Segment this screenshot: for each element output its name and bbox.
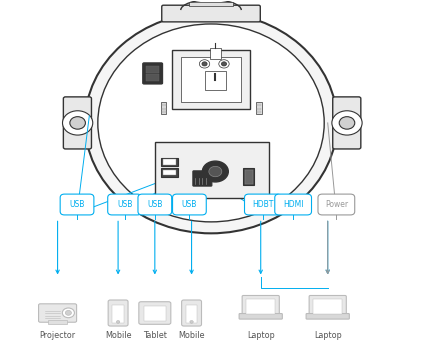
Circle shape [201, 62, 207, 66]
Bar [161, 102, 166, 114]
FancyBboxPatch shape [332, 97, 360, 149]
Circle shape [70, 117, 85, 129]
Text: USB: USB [69, 200, 85, 209]
FancyBboxPatch shape [317, 194, 354, 215]
Text: Projector: Projector [39, 331, 76, 340]
Text: Power: Power [324, 200, 347, 209]
Bar [163, 170, 176, 175]
FancyBboxPatch shape [138, 194, 171, 215]
FancyBboxPatch shape [309, 295, 345, 317]
FancyBboxPatch shape [306, 314, 349, 319]
Bar [256, 108, 260, 110]
FancyBboxPatch shape [108, 300, 128, 326]
Bar [112, 304, 123, 323]
Circle shape [208, 166, 221, 177]
FancyBboxPatch shape [239, 314, 282, 319]
FancyBboxPatch shape [192, 171, 211, 186]
FancyBboxPatch shape [63, 97, 91, 149]
Circle shape [62, 111, 92, 135]
Bar [161, 168, 178, 177]
Bar [146, 74, 159, 81]
FancyBboxPatch shape [161, 5, 260, 22]
Circle shape [199, 60, 209, 68]
Text: USB: USB [147, 200, 162, 209]
Bar [185, 304, 197, 323]
Bar [256, 102, 261, 114]
Circle shape [62, 308, 74, 318]
Text: Tablet: Tablet [142, 331, 166, 340]
Circle shape [331, 111, 361, 135]
FancyBboxPatch shape [172, 194, 206, 215]
Text: Mobile: Mobile [178, 331, 204, 340]
Ellipse shape [98, 24, 323, 222]
Bar [161, 158, 178, 166]
FancyBboxPatch shape [138, 302, 171, 324]
Text: USB: USB [117, 200, 132, 209]
Bar [181, 57, 241, 102]
Bar [204, 71, 226, 90]
Bar [244, 170, 252, 184]
Circle shape [218, 60, 229, 68]
Circle shape [339, 117, 354, 129]
Bar [243, 168, 253, 186]
FancyBboxPatch shape [60, 194, 94, 215]
Bar [144, 306, 165, 321]
Ellipse shape [85, 13, 336, 233]
Text: Laptop: Laptop [313, 331, 341, 340]
Bar [210, 48, 220, 59]
Bar [256, 104, 260, 106]
Bar [161, 108, 166, 110]
Text: USB: USB [181, 200, 197, 209]
Bar [146, 66, 159, 73]
Bar [163, 159, 176, 164]
FancyBboxPatch shape [181, 300, 201, 326]
FancyBboxPatch shape [142, 63, 162, 84]
Bar [155, 142, 269, 197]
Text: HDMI: HDMI [282, 200, 302, 209]
Circle shape [221, 62, 226, 66]
Text: Mobile: Mobile [105, 331, 131, 340]
Bar [161, 104, 166, 106]
Text: HDBT: HDBT [252, 200, 273, 209]
Bar [313, 299, 341, 314]
Text: Laptop: Laptop [246, 331, 274, 340]
FancyBboxPatch shape [274, 194, 311, 215]
Circle shape [189, 321, 193, 323]
FancyBboxPatch shape [244, 194, 281, 215]
FancyBboxPatch shape [108, 194, 141, 215]
Bar [246, 299, 274, 314]
Bar [48, 320, 67, 324]
Circle shape [65, 310, 71, 315]
FancyBboxPatch shape [39, 304, 76, 322]
Bar [161, 111, 166, 113]
Bar [172, 50, 250, 109]
Circle shape [116, 321, 119, 323]
Circle shape [202, 161, 228, 182]
Bar [189, 2, 232, 6]
Bar [256, 111, 260, 113]
FancyBboxPatch shape [242, 295, 279, 317]
